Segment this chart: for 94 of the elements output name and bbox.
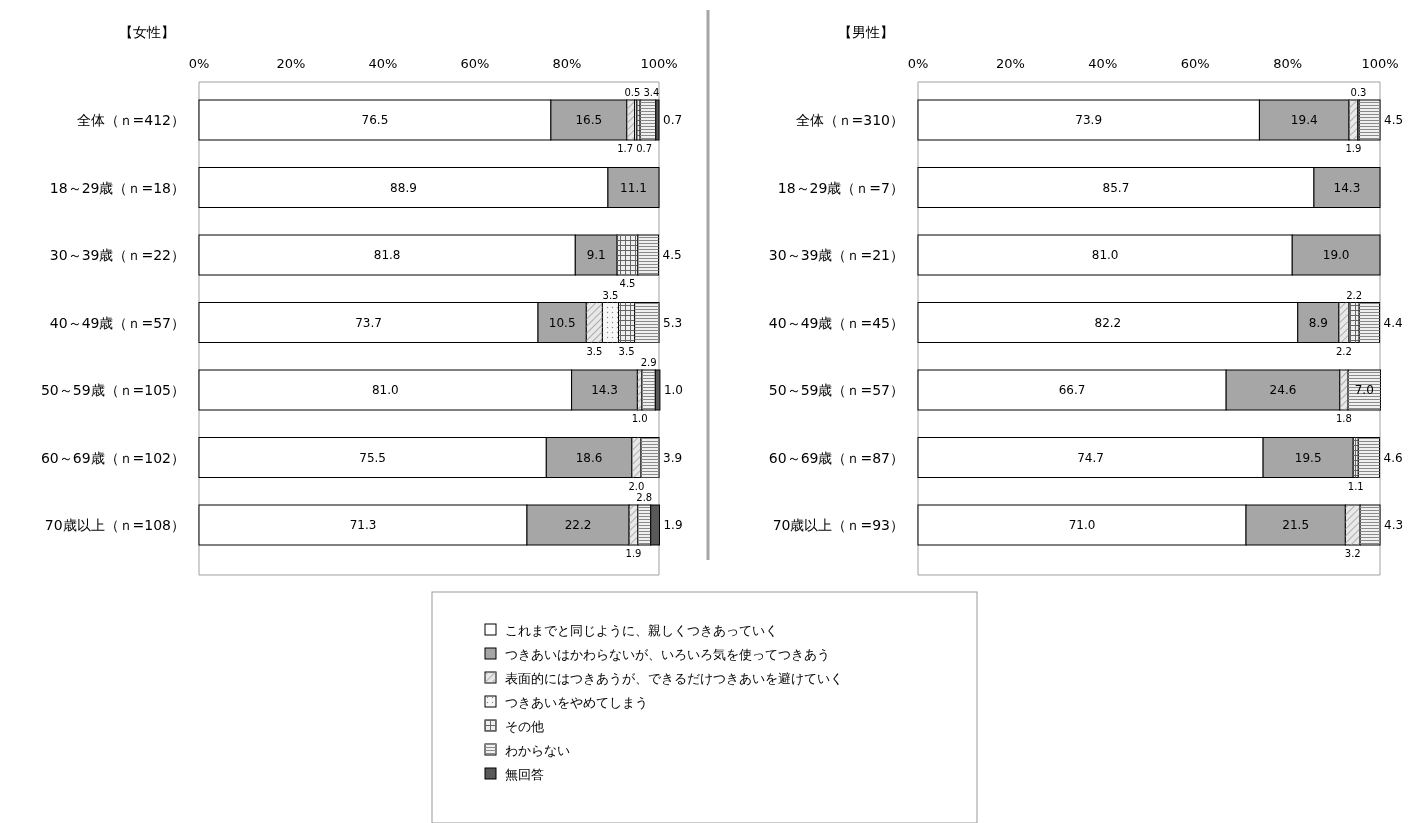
- x-tick-label: 20%: [995, 56, 1025, 71]
- data-label: 4.6: [1383, 450, 1403, 465]
- legend-label: 無回答: [505, 767, 544, 782]
- data-label: 0.7: [663, 113, 683, 127]
- y-tick-label: 30～39歳（ｎ=22）: [49, 247, 185, 263]
- legend-label: その他: [505, 719, 544, 734]
- data-label: 24.6: [1269, 383, 1297, 397]
- data-label: 66.7: [1058, 383, 1086, 397]
- data-label: 16.5: [575, 113, 603, 127]
- x-tick-label: 40%: [368, 56, 398, 71]
- data-label: 2.2: [1346, 289, 1363, 301]
- y-tick-label: 70歳以上（ｎ=108）: [44, 517, 185, 533]
- y-tick-label: 40～49歳（ｎ=57）: [49, 314, 185, 331]
- legend-label: 表面的にはつきあうが、できるだけつきあいを避けていく: [505, 671, 843, 686]
- legend-label: つきあいをやめてしまう: [505, 695, 648, 710]
- y-tick-label: 30～39歳（ｎ=21）: [768, 247, 904, 263]
- data-label: 1.8: [1336, 413, 1352, 424]
- y-tick-label: 全体（ｎ=412）: [76, 112, 185, 128]
- x-tick-label: 80%: [552, 56, 582, 71]
- data-label: 2.2: [1336, 345, 1352, 357]
- data-label: 14.3: [1333, 180, 1361, 195]
- legend-label: これまでと同じように、親しくつきあっていく: [505, 623, 778, 638]
- data-label: 2.0: [628, 480, 645, 492]
- data-label: 3.9: [663, 450, 683, 465]
- chart-title: 【女性】: [119, 24, 175, 40]
- data-label: 14.3: [591, 383, 618, 397]
- data-label: 1.0: [631, 413, 648, 424]
- data-label: 3.4: [643, 87, 660, 98]
- x-tick-label: 80%: [1273, 56, 1303, 71]
- data-label: 4.5: [662, 248, 682, 262]
- data-label: 4.5: [1384, 113, 1404, 127]
- x-tick-label: 60%: [460, 56, 490, 71]
- data-label: 19.4: [1290, 113, 1318, 127]
- data-label: 1.9: [663, 518, 683, 532]
- y-tick-label: 全体（ｎ=310）: [795, 112, 904, 128]
- y-tick-label: 18～29歳（ｎ=7）: [777, 179, 904, 196]
- data-label: 81.0: [1091, 248, 1119, 262]
- x-tick-label: 20%: [276, 56, 306, 71]
- data-label: 2.9: [640, 357, 657, 368]
- data-label: 10.5: [548, 315, 576, 330]
- legend-label: つきあいはかわらないが、いろいろ気を使ってつきあう: [505, 647, 830, 662]
- data-label: 3.5: [618, 345, 635, 357]
- data-label: 3.2: [1344, 548, 1361, 559]
- data-label: 3.5: [586, 345, 603, 357]
- data-label: 76.5: [361, 113, 389, 127]
- y-tick-label: 18～29歳（ｎ=18）: [49, 179, 185, 196]
- x-tick-label: 60%: [1180, 56, 1210, 71]
- data-label: 0.7: [636, 143, 653, 154]
- data-label: 74.7: [1077, 450, 1104, 465]
- x-tick-label: 0%: [188, 56, 210, 71]
- data-label: 19.5: [1294, 450, 1322, 465]
- data-label: 18.6: [575, 450, 603, 465]
- data-label: 71.3: [349, 518, 377, 532]
- y-tick-label: 40～49歳（ｎ=45）: [768, 314, 904, 331]
- data-label: 88.9: [390, 180, 417, 195]
- y-tick-label: 50～59歳（ｎ=57）: [768, 382, 904, 398]
- data-label: 0.3: [1350, 87, 1367, 98]
- data-label: 85.7: [1102, 180, 1130, 195]
- x-tick-label: 100%: [1361, 56, 1399, 71]
- data-label: 1.1: [1347, 480, 1364, 492]
- data-label: 4.5: [619, 278, 636, 289]
- data-label: 4.4: [1383, 315, 1403, 330]
- data-label: 19.0: [1322, 248, 1350, 262]
- data-label: 1.9: [625, 548, 642, 559]
- y-tick-label: 50～59歳（ｎ=105）: [40, 382, 185, 398]
- data-label: 22.2: [564, 518, 592, 532]
- data-label: 73.9: [1075, 113, 1103, 127]
- data-label: 11.1: [620, 180, 647, 195]
- data-label: 1.0: [663, 383, 684, 397]
- data-label: 81.0: [371, 383, 399, 397]
- data-label: 1.7: [617, 143, 634, 154]
- data-label: 3.5: [602, 289, 619, 301]
- data-label: 4.3: [1384, 518, 1404, 532]
- data-label: 82.2: [1094, 315, 1122, 330]
- data-label: 21.5: [1282, 518, 1310, 532]
- data-label: 81.8: [373, 248, 401, 262]
- y-tick-label: 60～69歳（ｎ=102）: [40, 449, 185, 466]
- data-label: 71.0: [1068, 518, 1096, 532]
- data-label: 0.5: [624, 87, 641, 98]
- x-tick-label: 40%: [1088, 56, 1118, 71]
- chart-title: 【男性】: [838, 24, 894, 40]
- data-label: 5.3: [663, 315, 683, 330]
- data-label: 75.5: [359, 450, 387, 465]
- x-tick-label: 0%: [907, 56, 929, 71]
- data-label: 2.8: [636, 492, 653, 503]
- data-label: 1.9: [1345, 143, 1362, 154]
- y-tick-label: 60～69歳（ｎ=87）: [768, 449, 904, 466]
- y-tick-label: 70歳以上（ｎ=93）: [772, 517, 904, 533]
- data-label: 73.7: [355, 315, 382, 330]
- data-label: 7.0: [1354, 383, 1374, 397]
- data-label: 9.1: [586, 248, 606, 262]
- data-label: 8.9: [1308, 315, 1328, 330]
- legend-label: わからない: [505, 743, 570, 758]
- x-tick-label: 100%: [640, 56, 678, 71]
